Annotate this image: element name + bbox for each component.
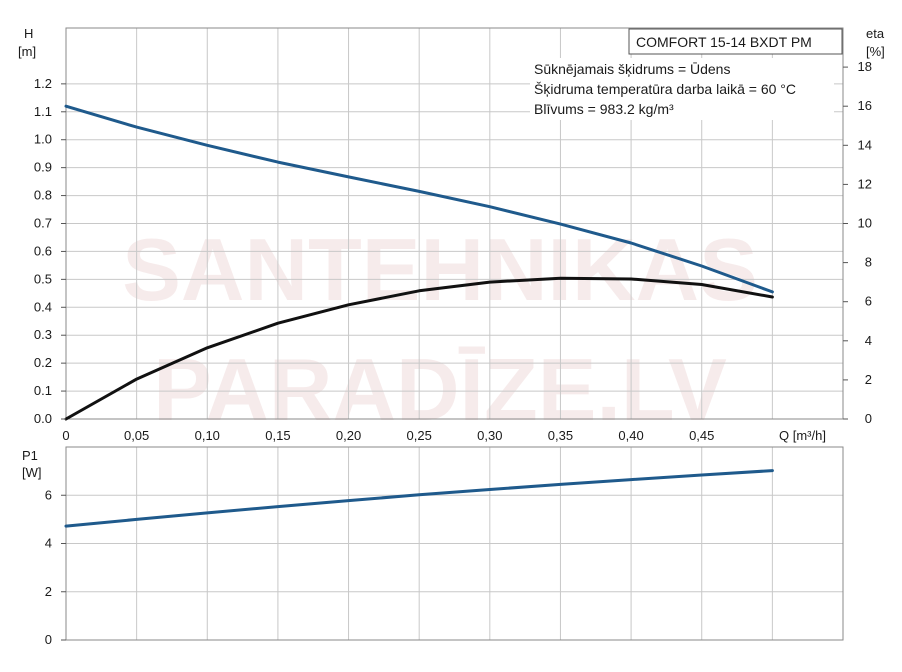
power-y-tick-label: 2 — [45, 584, 52, 599]
y-left-tick-label: 0.2 — [34, 355, 52, 370]
y-left-tick-label: 0.7 — [34, 216, 52, 231]
y-right-tick-label: 0 — [865, 411, 872, 426]
power-y-tick-label: 0 — [45, 632, 52, 647]
y-left-tick-label: 0.8 — [34, 188, 52, 203]
y-left-tick-label: 1.1 — [34, 104, 52, 119]
power-y-unit: [W] — [22, 465, 42, 480]
y-left-tick-label: 0.3 — [34, 327, 52, 342]
x-tick-label: 0 — [62, 428, 69, 443]
y-right-label: eta — [866, 26, 885, 41]
y-left-tick-label: 0.9 — [34, 160, 52, 175]
x-axis-label: Q [m³/h] — [779, 428, 826, 443]
x-tick-label: 0,20 — [336, 428, 361, 443]
power-y-tick-label: 4 — [45, 536, 52, 551]
y-right-tick-label: 18 — [858, 59, 872, 74]
y-left-tick-label: 0.6 — [34, 243, 52, 258]
y-left-unit: [m] — [18, 44, 36, 59]
y-left-tick-label: 1.0 — [34, 132, 52, 147]
y-left-tick-label: 0.1 — [34, 383, 52, 398]
power-chart-ticks: 0 2 4 6 — [45, 487, 66, 647]
y-right-tick-label: 12 — [858, 176, 872, 191]
y-right-tick-label: 16 — [858, 98, 872, 113]
x-tick-label: 0,40 — [618, 428, 643, 443]
y-left-tick-label: 0.0 — [34, 411, 52, 426]
info-temperature: Šķidruma temperatūra darba laikā = 60 °C — [534, 81, 796, 97]
x-tick-label: 0,10 — [195, 428, 220, 443]
efficiency-curve — [64, 276, 774, 421]
y-left-tick-label: 0.4 — [34, 299, 52, 314]
x-tick-label: 0,30 — [477, 428, 502, 443]
x-tick-label: 0,05 — [124, 428, 149, 443]
y-right-tick-label: 2 — [865, 372, 872, 387]
y-left-tick-label: 1.2 — [34, 76, 52, 91]
y-left-tick-label: 0.5 — [34, 271, 52, 286]
x-tick-label: 0,25 — [407, 428, 432, 443]
x-tick-label: 0,15 — [265, 428, 290, 443]
y-right-tick-label: 6 — [865, 294, 872, 309]
y-right-tick-label: 14 — [858, 137, 872, 152]
power-y-tick-label: 6 — [45, 487, 52, 502]
head-chart-series — [64, 104, 774, 421]
power-curve — [64, 469, 774, 528]
info-background — [530, 58, 834, 120]
power-chart-grid — [66, 447, 843, 640]
power-chart-series — [64, 469, 774, 528]
head-curve — [64, 104, 774, 294]
x-tick-label: 0,35 — [548, 428, 573, 443]
model-box — [628, 28, 843, 55]
power-y-label: P1 — [22, 448, 38, 463]
watermark-line-1: SANTEHNIKAS — [122, 220, 758, 319]
watermark-line-2: PARADĪZE.LV — [153, 340, 727, 439]
model-name: COMFORT 15-14 BXDT PM — [636, 34, 812, 50]
y-right-unit: [%] — [866, 44, 885, 59]
head-chart-ticks: 0 0,05 0,10 0,15 0,20 0,25 0,30 0,35 0,40 0,45 0.0… — [34, 59, 872, 443]
y-right-tick-label: 10 — [858, 216, 872, 231]
info-density: Blīvums = 983.2 kg/m³ — [534, 101, 674, 117]
y-right-tick-label: 4 — [865, 333, 872, 348]
y-right-tick-label: 8 — [865, 255, 872, 270]
x-tick-label: 0,45 — [689, 428, 714, 443]
info-fluid: Sūknējamais šķidrums = Ūdens — [534, 61, 730, 77]
y-left-label: H — [24, 26, 33, 41]
